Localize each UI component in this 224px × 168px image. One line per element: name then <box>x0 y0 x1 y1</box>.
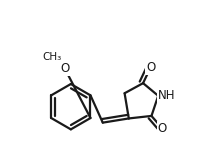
Text: O: O <box>158 122 167 135</box>
Text: O: O <box>60 62 70 75</box>
Text: CH₃: CH₃ <box>42 52 61 62</box>
Text: O: O <box>146 61 155 74</box>
Text: NH: NH <box>158 89 176 102</box>
